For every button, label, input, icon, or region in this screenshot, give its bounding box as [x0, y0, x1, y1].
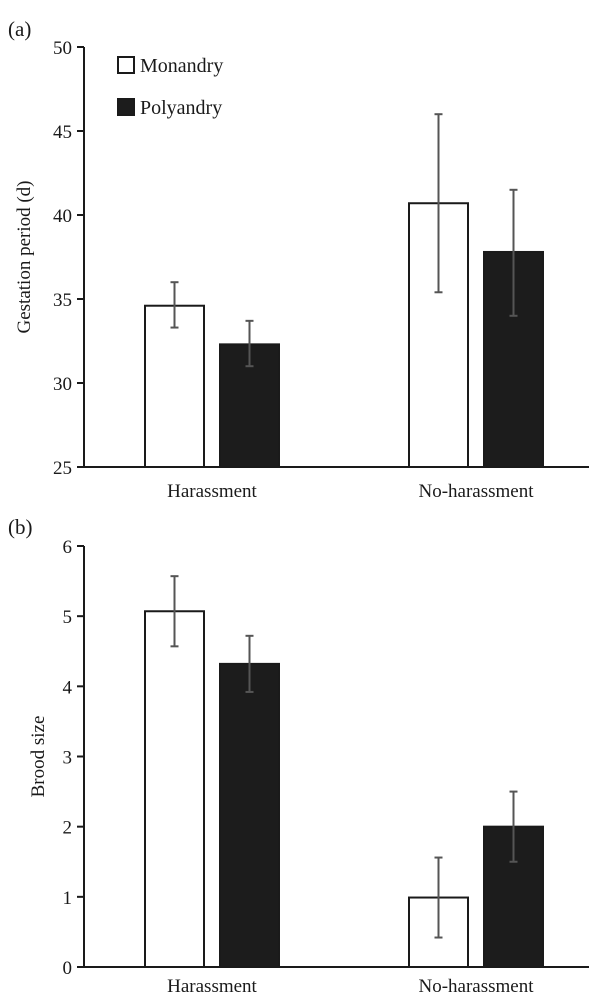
legend: Monandry Polyandry — [117, 55, 223, 119]
panel-a-y-tick-label: 35 — [53, 290, 72, 311]
panel-b-y-tick-label: 5 — [63, 607, 73, 628]
panel-a-gestation-chart: (a) 25 30 35 40 45 50 Gestation period (d) Hara… — [8, 17, 589, 502]
panel-a-bar-monandry — [144, 304, 205, 468]
panel-a-x-category-label: No-harassment — [418, 481, 534, 502]
panel-b-x-category-label: No-harassment — [418, 976, 534, 996]
legend-swatch-polyandry — [117, 98, 135, 116]
panel-b-bar-monandry — [144, 610, 205, 968]
panel-b-axes: 0 1 2 3 4 5 6 Brood size Harassment No-harassment — [28, 537, 589, 996]
panel-b-x-category-label: Harassment — [167, 976, 257, 996]
panel-a-x-category-label: Harassment — [167, 481, 257, 502]
panel-b-y-tick-label: 3 — [63, 748, 73, 769]
panel-a-y-tick-label: 30 — [53, 374, 72, 395]
legend-swatch-monandry — [117, 56, 135, 74]
panel-a-axes: 25 30 35 40 45 50 Gestation period (d) Harassme… — [14, 38, 589, 502]
panel-b-y-tick-label: 4 — [63, 677, 73, 698]
panel-a-y-tick-label: 50 — [53, 38, 72, 59]
panel-a-y-axis-title: Gestation period (d) — [14, 180, 35, 333]
panel-b-bars — [144, 575, 544, 969]
panel-a-bars — [144, 113, 544, 469]
panel-a-label: (a) — [8, 17, 31, 41]
panel-a-y-tick-label: 25 — [53, 458, 72, 479]
legend-label-monandry: Monandry — [140, 55, 223, 77]
panel-a-y-tick-label: 40 — [53, 206, 72, 227]
panel-b-y-axis-title: Brood size — [28, 716, 49, 798]
panel-b-brood-size-chart: (b) 0 1 2 3 4 5 6 Brood size Harassment No-harass… — [8, 515, 589, 996]
panel-b-y-tick-label: 1 — [63, 888, 73, 909]
legend-label-polyandry: Polyandry — [140, 97, 222, 119]
panel-b-y-tick-label: 6 — [63, 537, 73, 558]
panel-a-y-tick-label: 45 — [53, 122, 72, 143]
panel-b-label: (b) — [8, 515, 33, 539]
panel-b-y-tick-label: 2 — [63, 818, 73, 839]
panel-b-bar-polyandry — [219, 662, 280, 968]
panel-b-y-tick-label: 0 — [63, 958, 73, 979]
